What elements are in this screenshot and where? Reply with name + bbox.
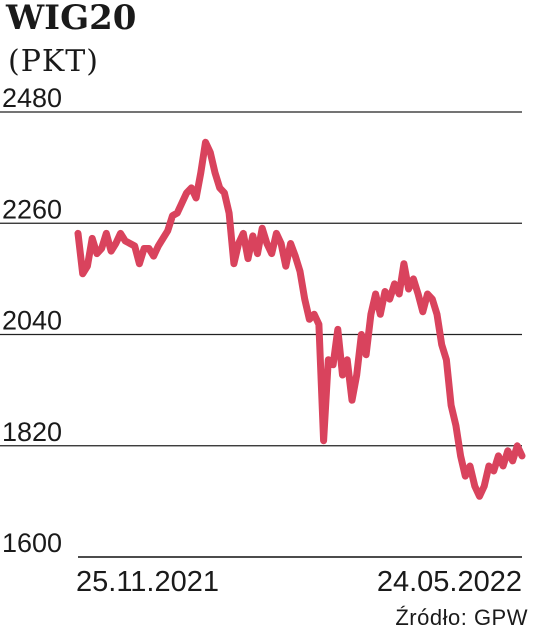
x-tick-label-end: 24.05.2022 bbox=[377, 566, 522, 598]
series-line-wig20 bbox=[74, 138, 526, 500]
y-tick-label-1600: 1600 bbox=[2, 528, 62, 558]
y-tick-label-2040: 2040 bbox=[2, 306, 62, 336]
source-note: Źródło: GPW bbox=[395, 605, 528, 630]
y-tick-label-1820: 1820 bbox=[2, 417, 62, 447]
y-tick-label-2480: 2480 bbox=[2, 83, 62, 113]
y-tick-label-2260: 2260 bbox=[2, 194, 62, 224]
chart-unit-subtitle: (PKT) bbox=[8, 44, 100, 79]
y-axis-ticks: 1600 1820 2040 2260 2480 bbox=[2, 83, 62, 558]
chart-title: WIG20 bbox=[6, 0, 137, 38]
x-tick-label-start: 25.11.2021 bbox=[76, 566, 219, 598]
gridlines bbox=[0, 111, 522, 447]
